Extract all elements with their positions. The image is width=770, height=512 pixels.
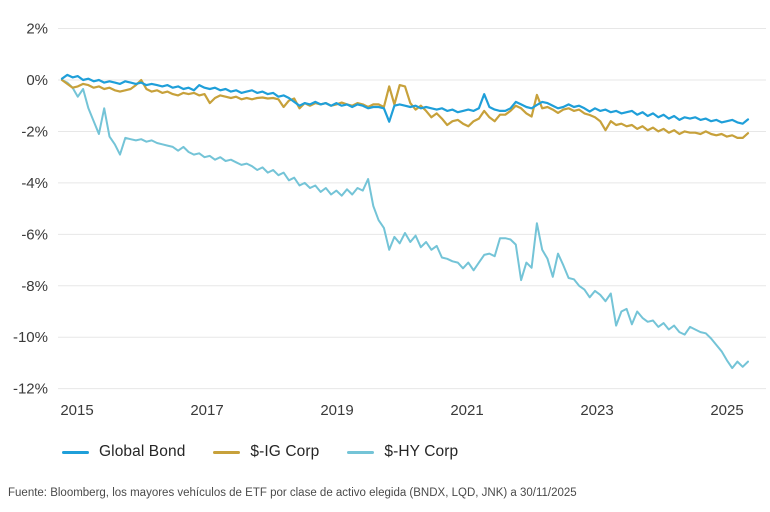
legend-swatch-icon	[347, 450, 375, 454]
x-axis-labels: 2015 2017 2019 2021 2023 2025	[60, 402, 743, 419]
series-lines	[60, 73, 750, 370]
series-line-hy-corp	[61, 79, 749, 370]
legend-label: $-HY Corp	[384, 443, 459, 460]
x-tick-label: 2025	[710, 402, 743, 419]
chart-legend: Global Bond $-IG Corp $-HY Corp	[62, 443, 458, 461]
legend-swatch-icon	[62, 450, 89, 454]
source-note: Fuente: Bloomberg, los mayores vehículos…	[8, 487, 577, 499]
y-axis-labels: 2% 0% -2% -4% -6% -8% -10% -12%	[13, 21, 48, 398]
y-tick-label: -8%	[21, 278, 48, 295]
legend-swatch-icon	[213, 450, 241, 454]
y-tick-label: 2%	[26, 21, 48, 38]
y-tick-label: 0%	[26, 72, 48, 89]
series-line-global-bond	[60, 73, 750, 125]
series-line-ig-corp	[60, 78, 750, 139]
x-tick-label: 2017	[190, 402, 223, 419]
legend-item-hy-corp[interactable]: $-HY Corp	[347, 443, 458, 461]
y-tick-label: -6%	[21, 226, 48, 243]
y-tick-label: -4%	[21, 175, 48, 192]
x-tick-label: 2021	[450, 402, 483, 419]
y-tick-label: -2%	[21, 123, 48, 140]
x-tick-label: 2023	[580, 402, 613, 419]
legend-label: $-IG Corp	[250, 443, 320, 460]
legend-item-global-bond[interactable]: Global Bond	[62, 443, 185, 461]
x-tick-label: 2015	[60, 402, 93, 419]
line-chart: 2% 0% -2% -4% -6% -8% -10% -12% 2015 2017 2019 2021…	[13, 21, 766, 419]
legend-item-ig-corp[interactable]: $-IG Corp	[213, 443, 319, 461]
x-tick-label: 2019	[320, 402, 353, 419]
legend-label: Global Bond	[99, 443, 186, 460]
y-tick-label: -10%	[13, 329, 48, 346]
gridlines	[58, 28, 766, 390]
y-tick-label: -12%	[13, 381, 48, 398]
